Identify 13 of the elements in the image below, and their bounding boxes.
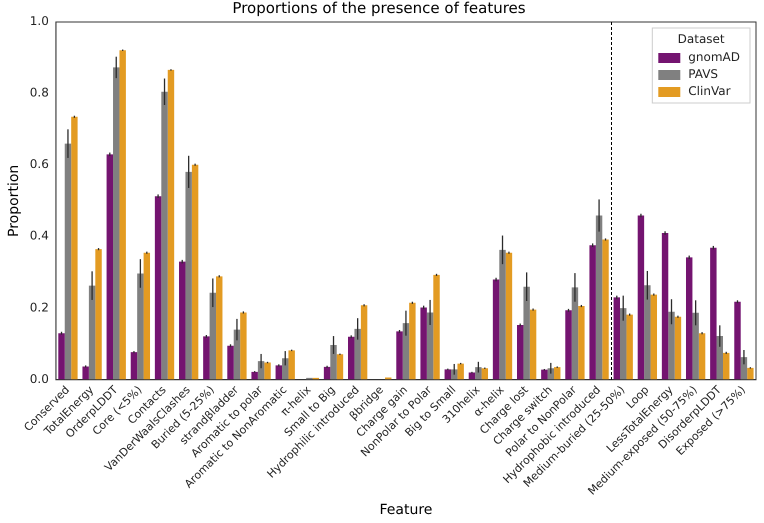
y-tick-label: 0.8 — [30, 86, 49, 100]
legend-label: PAVS — [688, 67, 718, 82]
y-tick-label: 0.4 — [30, 228, 49, 243]
y-tick-label: 1.0 — [30, 14, 49, 28]
y-axis-title: Proportion — [6, 164, 22, 237]
y-tick-label: 0.0 — [30, 372, 49, 386]
legend-label: gnomAD — [688, 50, 740, 64]
y-tick-label: 0.6 — [30, 157, 49, 172]
chart-title: Proportions of the presence of features — [232, 0, 526, 17]
legend-title: Dataset — [678, 32, 725, 46]
legend-label: ClinVar — [688, 84, 731, 98]
x-axis-title: Feature — [379, 502, 432, 518]
y-tick-label: 0.2 — [30, 300, 49, 314]
